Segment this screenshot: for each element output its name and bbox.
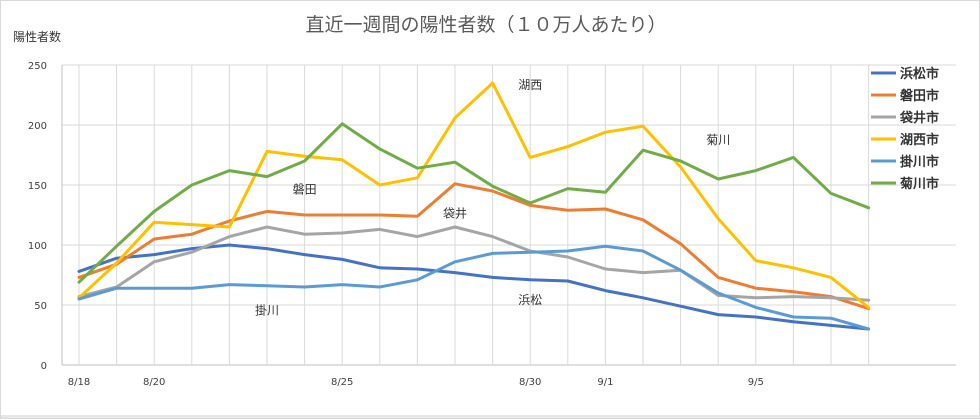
x-tick-label: 9/5	[748, 377, 764, 388]
x-tick-label: 8/30	[519, 377, 541, 388]
legend-label: 掛川市	[900, 154, 939, 170]
chart-title: 直近一週間の陽性者数（１０万人あたり）	[305, 14, 666, 36]
legend-label: 湖西市	[900, 132, 939, 148]
annotation-label: 磐田	[293, 182, 317, 196]
y-tick-label: 150	[28, 181, 47, 192]
series-line-2	[77, 225, 871, 302]
y-axis-label: 陽性者数	[13, 29, 61, 44]
annotation-label: 菊川	[706, 133, 730, 147]
gridlines	[61, 64, 956, 366]
legend-label: 浜松市	[900, 66, 939, 82]
y-tick-labels: 0 50 100 150 200 250	[28, 61, 47, 372]
legend-label: 菊川市	[900, 176, 939, 192]
x-tick-label: 8/18	[68, 377, 90, 388]
annotation-label: 浜松	[518, 293, 542, 307]
series-line-3	[77, 81, 871, 309]
annotation-label: 袋井	[443, 206, 467, 220]
x-tick-label: 9/1	[597, 377, 613, 388]
y-tick-label: 250	[28, 61, 47, 72]
legend-label: 磐田市	[900, 88, 939, 104]
series-line-4	[77, 244, 871, 331]
annotation-label: 掛川	[255, 303, 279, 318]
series-line-0	[77, 243, 871, 331]
x-tick-labels: 8/18 8/20 8/25 8/30 9/1 9/5	[68, 377, 764, 388]
x-tick-label: 8/25	[331, 377, 353, 388]
annotation-label: 湖西	[518, 77, 542, 92]
series-line-5	[77, 122, 871, 284]
series-line-1	[77, 182, 871, 311]
legend-label: 袋井市	[899, 110, 939, 126]
y-tick-label: 100	[28, 241, 47, 252]
x-tick-label: 8/20	[143, 377, 165, 388]
bottom-strip	[1, 415, 980, 418]
y-tick-label: 200	[28, 121, 47, 132]
series-lines	[77, 81, 871, 331]
y-tick-label: 0	[41, 361, 47, 372]
y-tick-label: 50	[34, 301, 47, 312]
